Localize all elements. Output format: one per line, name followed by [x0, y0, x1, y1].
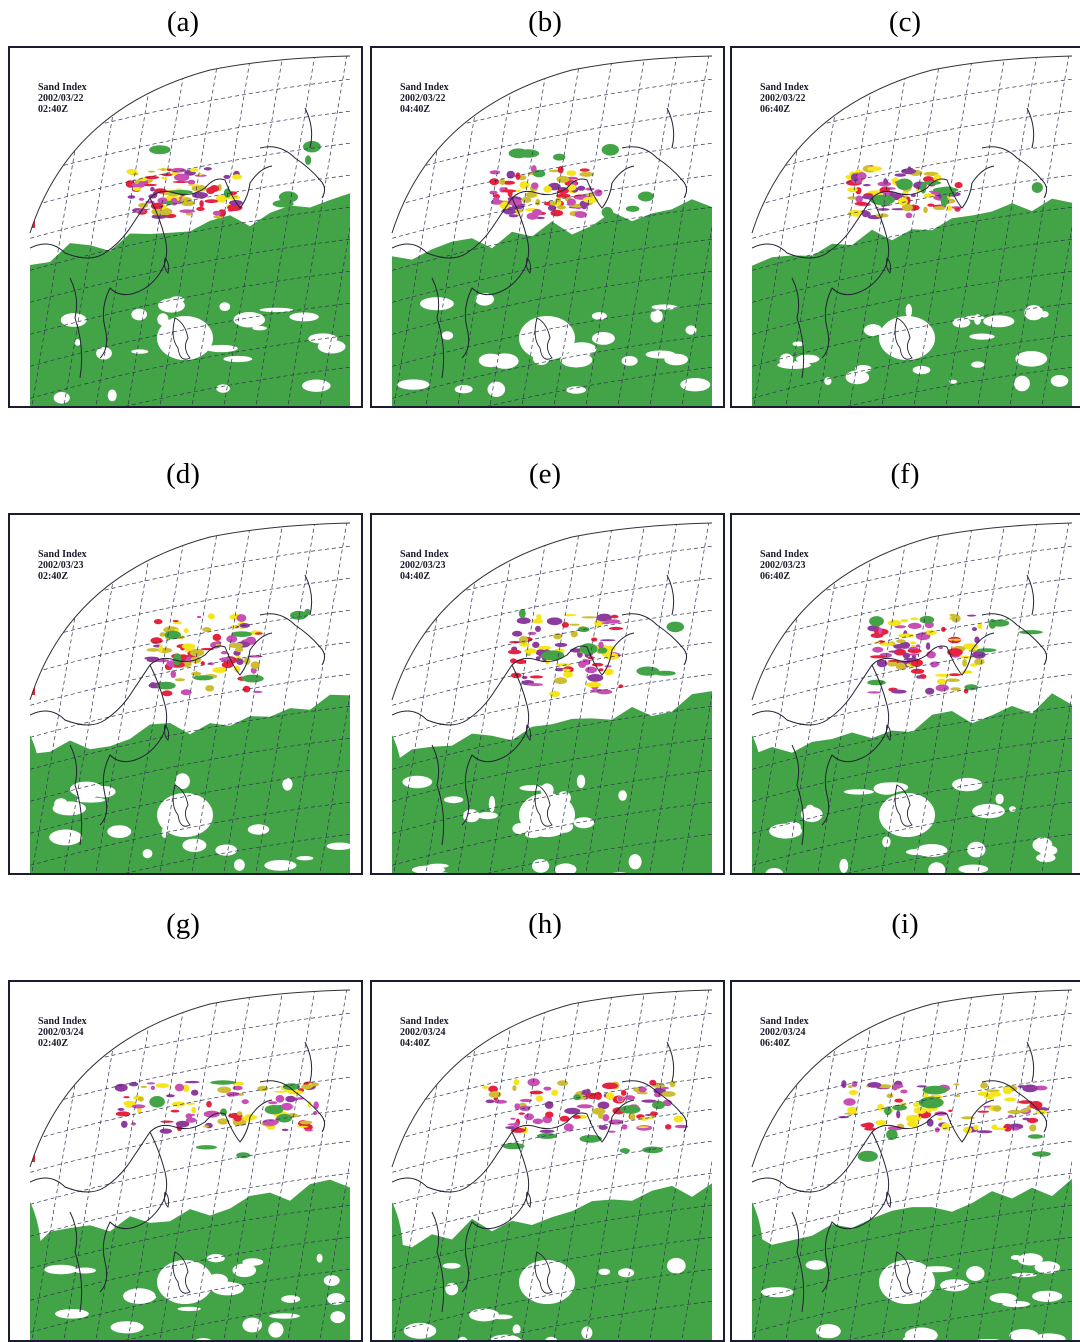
- map-stamp-time: 04:40Z: [400, 104, 430, 115]
- map-stamp-date: 2002/03/23: [760, 560, 806, 571]
- map-stamp: Sand Index 2002/03/23 02:40Z: [38, 549, 87, 582]
- map-stamp-title: Sand Index: [38, 1016, 87, 1027]
- panel-letter: (b): [528, 6, 562, 38]
- map-stamp-time: 02:40Z: [38, 571, 68, 582]
- satellite-map: [29, 522, 351, 873]
- satellite-map: [391, 989, 713, 1340]
- map-stamp: Sand Index 2002/03/22 04:40Z: [400, 82, 449, 115]
- map-stamp-time: 02:40Z: [38, 104, 68, 115]
- map-stamp: Sand Index 2002/03/22 06:40Z: [760, 82, 809, 115]
- map-stamp-title: Sand Index: [38, 549, 87, 560]
- map-stamp-date: 2002/03/23: [38, 560, 84, 571]
- map-stamp: Sand Index 2002/03/24 06:40Z: [760, 1016, 809, 1049]
- panel-letter: (h): [528, 908, 562, 940]
- map-stamp-title: Sand Index: [760, 82, 809, 93]
- map-stamp: Sand Index 2002/03/24 04:40Z: [400, 1016, 449, 1049]
- map-stamp-date: 2002/03/22: [400, 93, 446, 104]
- figure-grid: (a) Sand Index2002/03/2202:40ZNormalCloud…: [8, 6, 1080, 1342]
- map-stamp: Sand Index 2002/03/22 02:40Z: [38, 82, 87, 115]
- panel-letter: (f): [890, 458, 920, 490]
- map-stamp: Sand Index 2002/03/23 04:40Z: [400, 549, 449, 582]
- map-stamp-title: Sand Index: [760, 1016, 809, 1027]
- satellite-map: [751, 989, 1073, 1340]
- panel-letter: (e): [528, 458, 562, 490]
- map-stamp-date: 2002/03/22: [38, 93, 84, 104]
- map-stamp-date: 2002/03/24: [38, 1027, 84, 1038]
- map-stamp-date: 2002/03/24: [400, 1027, 446, 1038]
- map-stamp-title: Sand Index: [38, 82, 87, 93]
- map-stamp-time: 06:40Z: [760, 1038, 790, 1049]
- map-stamp-title: Sand Index: [400, 1016, 449, 1027]
- panel-letter: (i): [891, 908, 919, 940]
- map-stamp-time: 06:40Z: [760, 104, 790, 115]
- map-stamp-date: 2002/03/24: [760, 1027, 806, 1038]
- panel-letter: (c): [888, 6, 922, 38]
- panel-letter: (g): [166, 908, 200, 940]
- map-stamp-time: 04:40Z: [400, 1038, 430, 1049]
- map-stamp-time: 04:40Z: [400, 571, 430, 582]
- satellite-map: [391, 55, 713, 406]
- panel-letter: (d): [166, 458, 200, 490]
- map-stamp-title: Sand Index: [400, 549, 449, 560]
- panel-letter: (a): [166, 6, 200, 38]
- map-stamp-title: Sand Index: [400, 82, 449, 93]
- satellite-map: [29, 989, 351, 1340]
- satellite-map: [29, 55, 351, 406]
- map-stamp: Sand Index 2002/03/24 02:40Z: [38, 1016, 87, 1049]
- map-stamp: Sand Index 2002/03/23 06:40Z: [760, 549, 809, 582]
- satellite-map: [751, 55, 1073, 406]
- map-stamp-date: 2002/03/23: [400, 560, 446, 571]
- satellite-map: [391, 522, 713, 873]
- map-stamp-time: 02:40Z: [38, 1038, 68, 1049]
- map-stamp-title: Sand Index: [760, 549, 809, 560]
- map-stamp-date: 2002/03/22: [760, 93, 806, 104]
- satellite-map: [751, 522, 1073, 873]
- map-stamp-time: 06:40Z: [760, 571, 790, 582]
